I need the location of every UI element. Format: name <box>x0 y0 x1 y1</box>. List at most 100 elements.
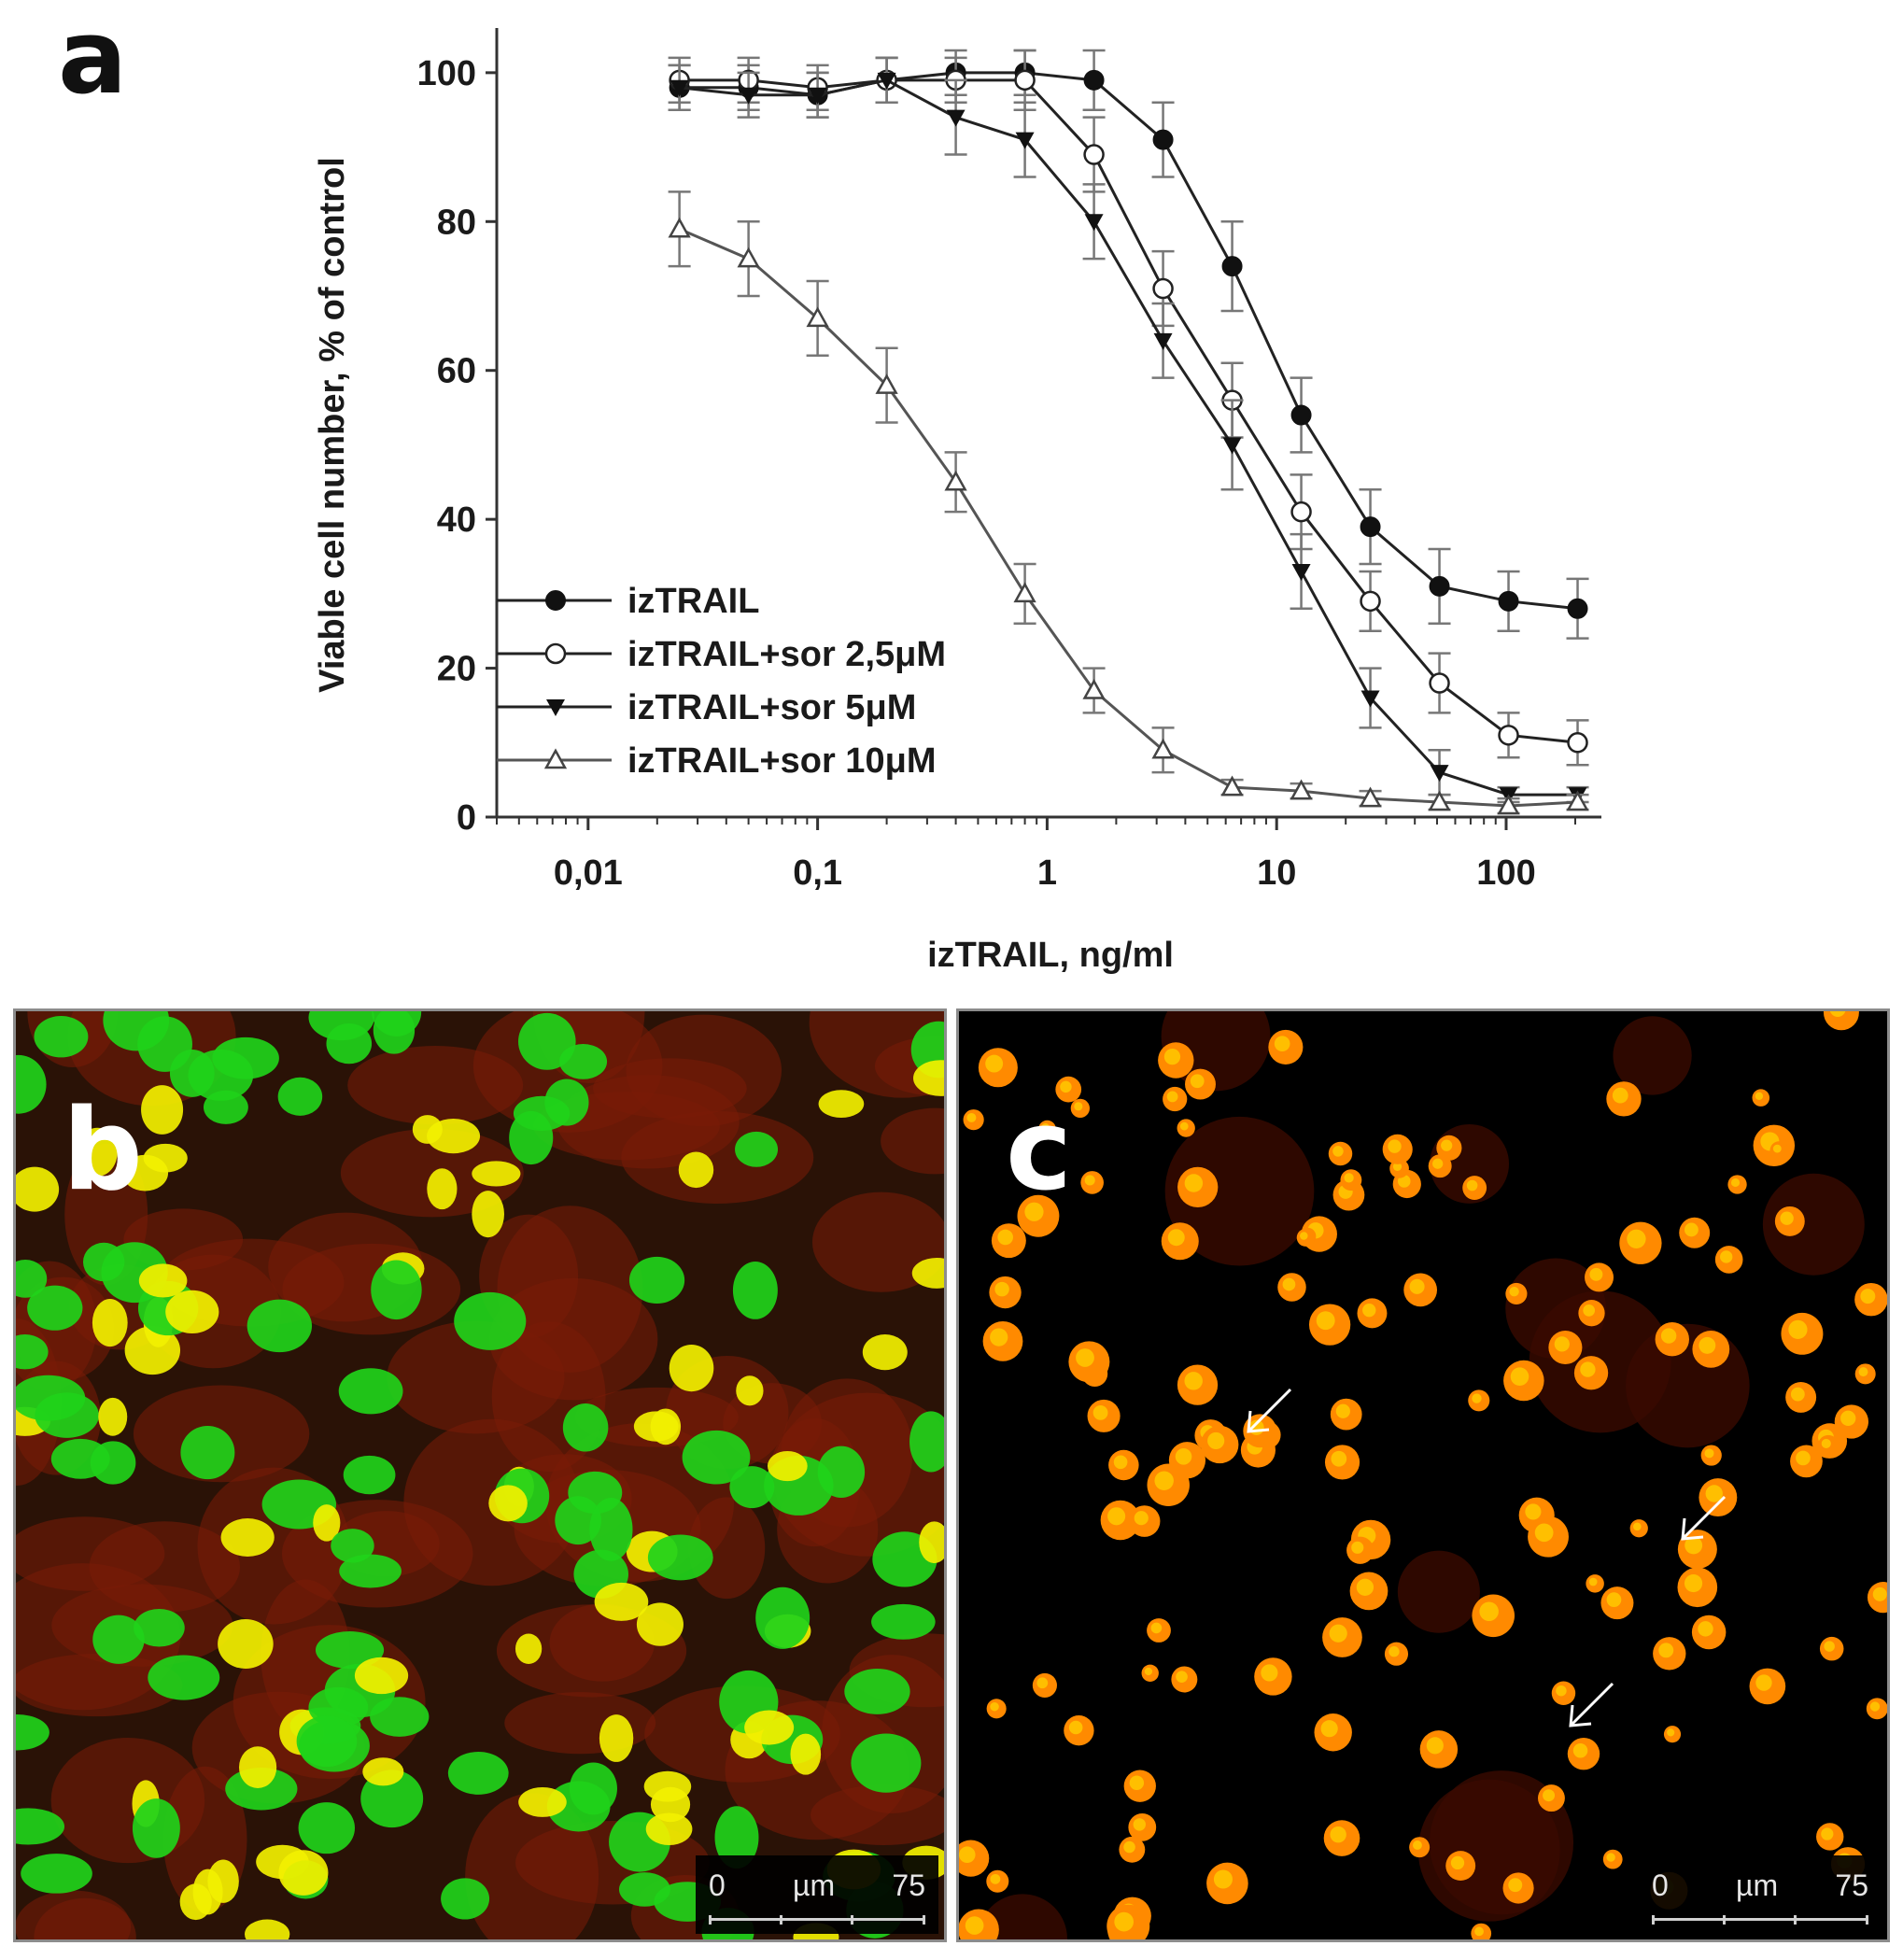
live-nucleus <box>212 1036 279 1079</box>
dead-cell-core <box>1133 1818 1146 1831</box>
dead-cell-core <box>1107 1507 1126 1526</box>
dead-cell-core <box>1092 1404 1108 1420</box>
apoptotic-nucleus <box>92 1299 128 1347</box>
data-point <box>1429 575 1450 597</box>
scale-bar-c-start: 0 <box>1652 1868 1669 1902</box>
dead-cell-core <box>1589 1267 1603 1281</box>
dead-cell-core <box>1076 1348 1094 1367</box>
live-nucleus <box>92 1615 145 1664</box>
live-nucleus <box>315 1631 385 1670</box>
dead-cell-core <box>1331 1450 1347 1467</box>
dead-cell-core <box>1114 1911 1135 1932</box>
dead-cell-core <box>1534 1523 1554 1543</box>
dead-cell-core <box>1699 1336 1716 1354</box>
data-point <box>1429 672 1450 694</box>
scale-bar-b-tick <box>709 1915 712 1925</box>
apoptotic-nucleus <box>736 1375 764 1406</box>
dead-cell-core <box>966 1112 977 1122</box>
dead-cell-core <box>1176 1671 1188 1683</box>
live-nucleus <box>729 1466 775 1509</box>
dead-cell-core <box>1036 1677 1049 1689</box>
data-point <box>1015 132 1035 149</box>
micrograph-b-image <box>16 1011 944 1939</box>
series-3 <box>668 190 1589 815</box>
legend-item-1: izTRAIL+sor 2,5μM <box>497 635 946 674</box>
dead-cell-core <box>1755 1674 1772 1691</box>
data-point <box>1291 563 1311 581</box>
dead-cell-core <box>1335 1403 1350 1418</box>
data-point <box>877 72 896 90</box>
data-point <box>1290 404 1312 426</box>
cytoplasm-blob <box>811 1784 944 1846</box>
data-point <box>1497 794 1520 815</box>
cytoplasm-blob <box>881 1107 944 1175</box>
data-point <box>1152 277 1174 300</box>
live-nucleus <box>755 1586 811 1649</box>
dead-cell-core <box>1583 1304 1596 1317</box>
live-nucleus <box>454 1291 527 1350</box>
dead-cell-core <box>1084 1175 1095 1186</box>
data-point <box>946 109 966 127</box>
dead-cell-core <box>1720 1250 1733 1263</box>
dead-cell-core <box>1144 1667 1153 1676</box>
live-nucleus <box>326 1022 373 1065</box>
data-point <box>1014 69 1036 92</box>
legend-item-2: izTRAIL+sor 5μM <box>497 688 916 727</box>
y-axis-label: Viable cell number, % of control <box>313 157 352 693</box>
dead-cell-core <box>1412 1840 1422 1850</box>
dead-cell-core <box>990 1873 1001 1884</box>
x-tick-label: 0,1 <box>793 853 842 893</box>
live-nucleus <box>338 1368 403 1415</box>
dead-cell-core <box>1450 1855 1465 1870</box>
scale-bar-b-tick <box>780 1915 782 1925</box>
dead-cell-core <box>1633 1522 1642 1531</box>
live-nucleus <box>16 1375 86 1421</box>
cytoplasm-blob <box>16 1890 132 1939</box>
live-nucleus <box>844 1668 910 1714</box>
live-nucleus <box>569 1762 617 1815</box>
scale-bar-b-end: 75 <box>892 1868 925 1902</box>
live-nucleus <box>817 1445 866 1499</box>
scale-bar-c-line <box>1652 1918 1868 1921</box>
y-tick-label: 40 <box>437 501 476 540</box>
apoptotic-nucleus <box>518 1786 567 1817</box>
data-point <box>1430 765 1449 783</box>
apoptotic-nucleus <box>594 1582 649 1621</box>
dead-cell-core <box>990 1328 1008 1347</box>
cell-halo <box>1613 1016 1692 1095</box>
live-nucleus <box>851 1733 922 1793</box>
apoptotic-nucleus <box>472 1161 521 1187</box>
dead-cell-core <box>1113 1455 1128 1470</box>
series-0 <box>668 49 1589 640</box>
data-point <box>544 642 567 665</box>
x-tick-label: 10 <box>1257 853 1296 893</box>
dead-cell-core <box>1024 1202 1044 1221</box>
dead-cell-core <box>1274 1036 1290 1052</box>
y-tick-label: 20 <box>437 650 476 689</box>
live-nucleus <box>103 1011 170 1051</box>
dead-cell-core <box>1344 1173 1354 1183</box>
data-point <box>1221 256 1243 277</box>
apoptotic-nucleus <box>472 1191 504 1238</box>
live-nucleus <box>628 1256 685 1304</box>
data-point <box>546 699 565 716</box>
dead-cell-core <box>1730 1177 1741 1188</box>
live-nucleus <box>509 1110 554 1165</box>
panel-c-label: c <box>1006 1086 1073 1216</box>
dead-cell-core <box>1074 1102 1083 1111</box>
dead-cell-core <box>1332 1146 1344 1157</box>
dead-cell-core <box>1134 1511 1149 1526</box>
legend-item-3: izTRAIL+sor 10μM <box>497 741 936 781</box>
apoptotic-nucleus <box>141 1085 184 1135</box>
dead-cell-core <box>965 1916 984 1935</box>
cytoplasm-blob <box>340 1128 524 1218</box>
live-nucleus <box>331 1529 374 1563</box>
arrow-icon <box>1247 1388 1292 1433</box>
live-nucleus <box>16 1334 49 1370</box>
live-nucleus <box>371 1260 422 1320</box>
data-point <box>1220 775 1244 797</box>
dead-cell-core <box>1154 1471 1174 1490</box>
apoptotic-nucleus <box>790 1733 822 1775</box>
apoptotic-nucleus <box>98 1397 128 1436</box>
apoptotic-nucleus <box>412 1115 443 1144</box>
